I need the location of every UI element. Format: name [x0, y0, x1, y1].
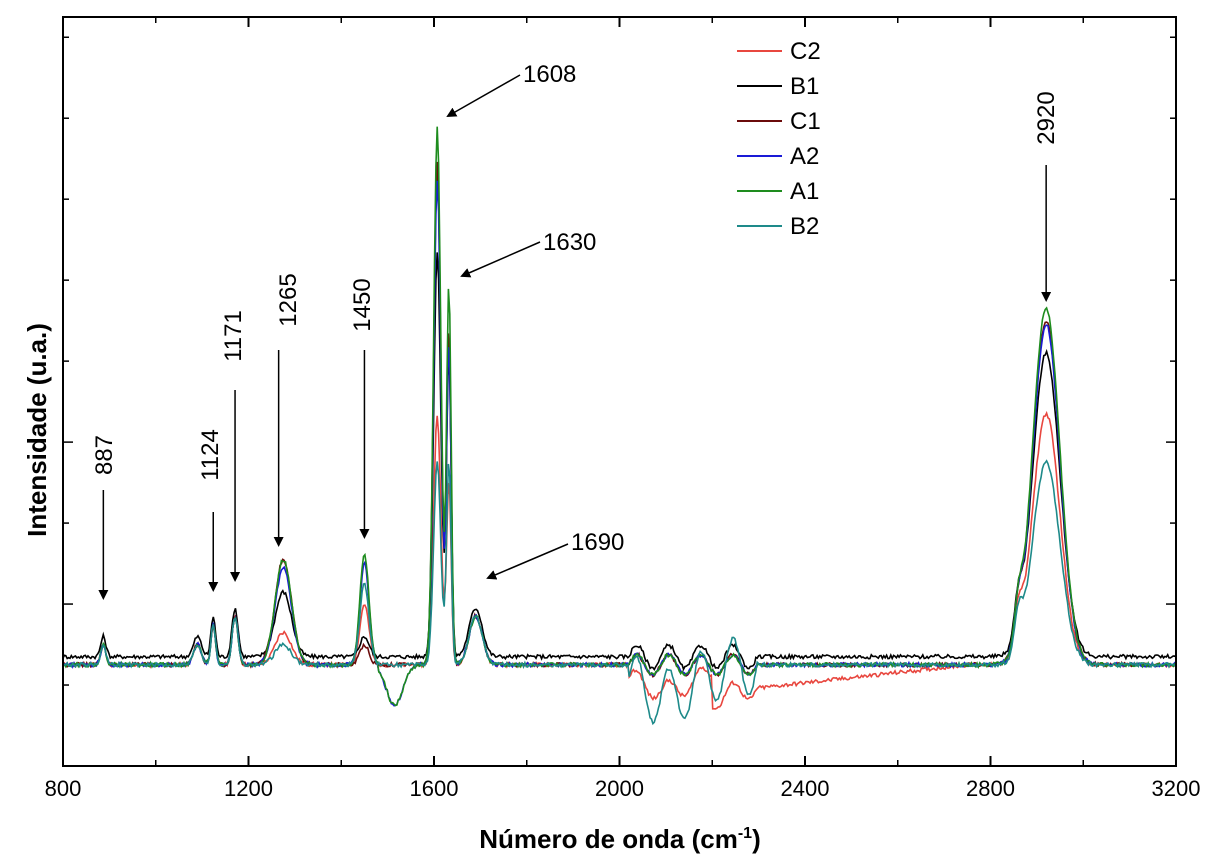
series-line-a1 [63, 126, 1176, 707]
legend-label-c2: C2 [790, 38, 821, 65]
y-axis-title: Intensidade (u.a.) [22, 323, 52, 537]
peak-annotations: 887 1124 1171 1265 1450 2920 1608 1630 1690 [91, 61, 1060, 600]
x-axis-title-main: Número de onda (cm [479, 824, 738, 854]
x-tick-label: 2000 [595, 776, 644, 801]
x-tick-label: 2400 [781, 776, 830, 801]
series-line-c1 [63, 161, 1176, 678]
peak-label-2920: 2920 [1033, 91, 1060, 144]
peak-label-1690: 1690 [571, 529, 624, 556]
x-axis-title: Número de onda (cm-1) [479, 824, 761, 854]
peak-arrow-1630 [460, 241, 541, 278]
peak-label-1171: 1171 [220, 310, 247, 362]
x-tick-label: 1200 [224, 776, 273, 801]
legend-label-b2: B2 [790, 213, 819, 240]
x-axis-title-close: ) [752, 824, 761, 854]
x-tick-label: 3200 [1152, 776, 1201, 801]
legend-label-a1: A1 [790, 178, 819, 205]
x-axis-title-sup: -1 [738, 825, 752, 842]
peak-label-1124: 1124 [197, 429, 224, 481]
x-tick-label: 2800 [966, 776, 1015, 801]
peak-label-887: 887 [91, 435, 118, 475]
peak-arrow-1690 [486, 543, 569, 580]
legend-label-b1: B1 [790, 73, 819, 100]
x-tick-label: 1600 [410, 776, 459, 801]
series-line-a2 [63, 180, 1176, 707]
legend-label-a2: A2 [790, 143, 819, 170]
legend-label-c1: C1 [790, 108, 821, 135]
peak-label-1630: 1630 [543, 229, 596, 256]
peak-label-1450: 1450 [349, 278, 376, 331]
peak-arrow-1608 [446, 74, 521, 117]
legend: C2 B1 C1 A2 A1 B2 [737, 38, 821, 240]
peak-label-1608: 1608 [523, 61, 576, 88]
series-layer [63, 126, 1176, 726]
axis-ticks: 800 1200 1600 2000 2400 2800 3200 [45, 17, 1201, 801]
peak-label-1265: 1265 [275, 273, 302, 326]
series-line-b2 [63, 459, 1176, 726]
series-line-b1 [63, 252, 1176, 672]
x-tick-label: 800 [45, 776, 82, 801]
